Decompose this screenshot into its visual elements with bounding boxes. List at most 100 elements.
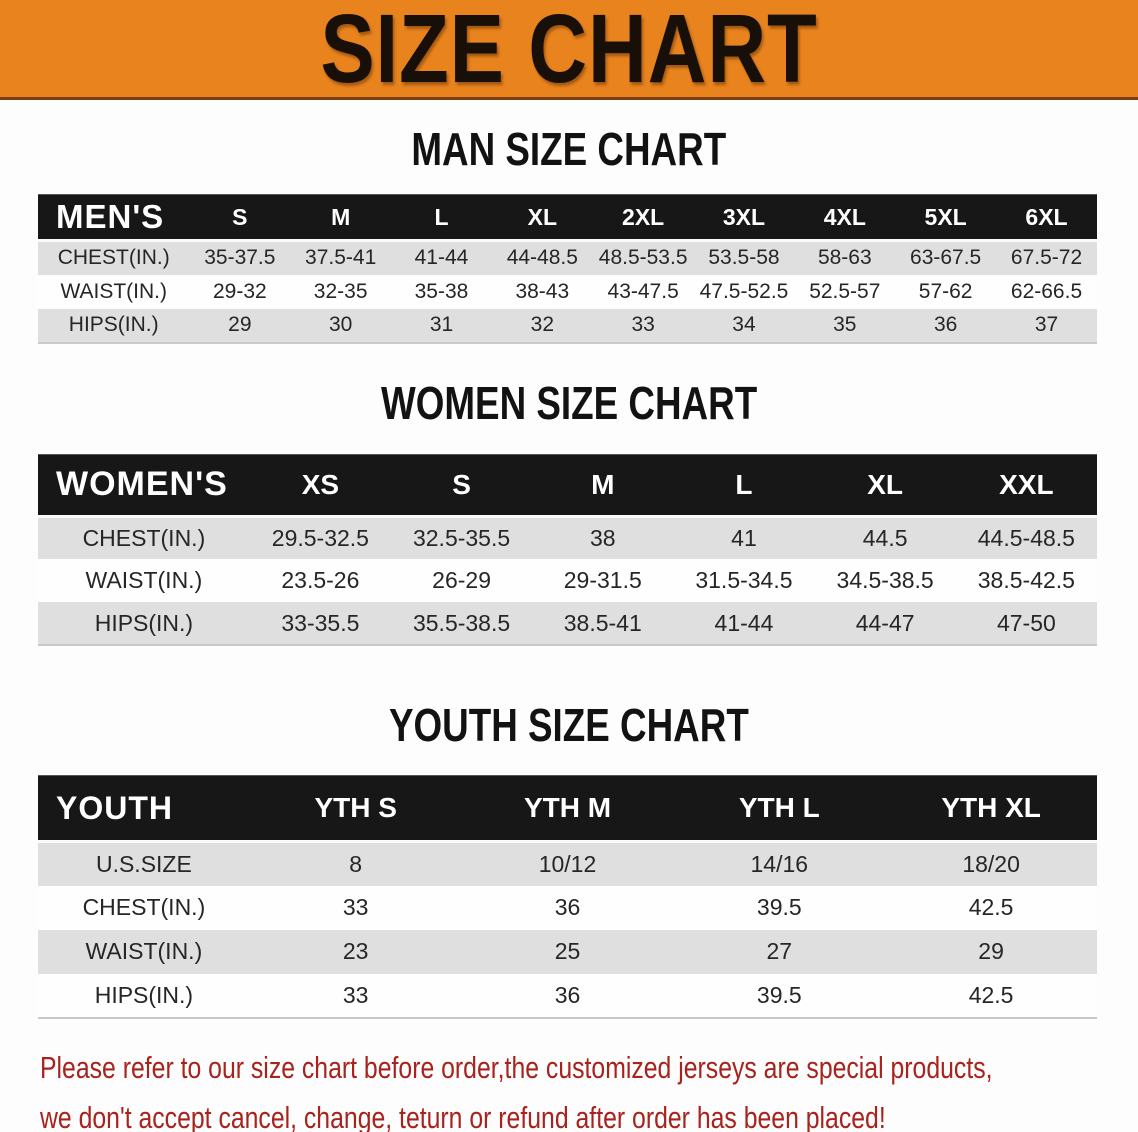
size-value-cell: 47.5-52.5	[699, 279, 789, 303]
measurement-label: WAIST(IN.)	[60, 279, 167, 303]
measurement-label: HIPS(IN.)	[68, 313, 159, 336]
size-value-cell: 43-47.5	[607, 279, 679, 303]
size-value-cell: 10/12	[538, 850, 597, 877]
measurement-row: CHEST(IN.) 33 36 39.5 42.5	[38, 885, 1097, 930]
size-column-header: YTH M	[461, 775, 674, 843]
size-value-cell: 44-48.5	[506, 246, 578, 270]
size-column-header: YTH S	[249, 775, 462, 843]
banner: SIZE CHART	[0, 0, 1138, 100]
size-column-header: L	[673, 453, 815, 518]
size-column-header: 3XL	[693, 194, 795, 242]
measurement-row: HIPS(IN.) 33-35.5 35.5-38.5 38.5-41 41-44 44-…	[38, 602, 1097, 645]
size-value-cell: 58-63	[817, 246, 872, 270]
size-value-cell: 35.5-38.5	[412, 609, 511, 636]
size-column-header: M	[532, 453, 674, 518]
men-section-heading-text: MAN SIZE CHART	[411, 123, 727, 175]
size-column-header: XS	[249, 453, 391, 518]
size-value-cell: 34	[732, 313, 756, 336]
size-value-cell: 62-66.5	[1010, 279, 1083, 303]
size-column-header: S	[390, 453, 533, 518]
size-column-header: YTH L	[673, 775, 886, 843]
measurement-label: HIPS(IN.)	[94, 609, 194, 636]
measurement-label: WAIST(IN.)	[85, 938, 203, 964]
measurement-label: CHEST(IN.)	[82, 894, 206, 920]
size-value-cell: 30	[328, 313, 353, 336]
measurement-label: WAIST(IN.)	[85, 567, 203, 593]
size-value-cell: 35-37.5	[204, 246, 276, 270]
measurement-label: CHEST(IN.)	[57, 246, 170, 270]
measurement-label: U.S.SIZE	[95, 850, 192, 877]
size-value-cell: 32.5-35.5	[412, 524, 511, 551]
size-value-cell: 32-35	[313, 279, 368, 303]
measurement-row: WAIST(IN.) 29-32 32-35 35-38 38-43 43-47.5 47.…	[38, 274, 1097, 309]
size-column-header: 4XL	[794, 194, 896, 242]
size-value-cell: 29-31.5	[563, 567, 642, 593]
measurement-row: WAIST(IN.) 23 25 27 29	[38, 929, 1097, 974]
size-value-cell: 23	[342, 938, 369, 964]
size-value-cell: 14/16	[750, 850, 809, 877]
size-value-cell: 41	[731, 524, 757, 551]
size-value-cell: 39.5	[756, 894, 802, 920]
size-value-cell: 35	[833, 313, 857, 336]
size-value-cell: 38.5-41	[563, 609, 642, 636]
size-value-cell: 26-29	[432, 567, 491, 593]
men-section-heading: MAN SIZE CHART	[0, 126, 1138, 172]
size-value-cell: 32	[530, 313, 554, 336]
measurement-row: CHEST(IN.) 35-37.5 37.5-41 41-44 44-48.5 48.5…	[38, 240, 1097, 275]
size-value-cell: 29	[978, 938, 1004, 964]
size-value-cell: 38.5-42.5	[977, 567, 1075, 593]
size-value-cell: 33	[631, 313, 655, 336]
table-group-label: WOMEN'S	[38, 453, 250, 518]
size-column-header: YTH XL	[885, 775, 1097, 843]
size-value-cell: 31.5-34.5	[695, 567, 793, 593]
size-column-header: XL	[814, 453, 956, 518]
measurement-row: CHEST(IN.) 29.5-32.5 32.5-35.5 38 41 44.5 44.5…	[38, 516, 1097, 559]
size-column-header: XXL	[955, 453, 1097, 518]
size-value-cell: 44-47	[855, 609, 915, 636]
table-header-row: YOUTH YTH S YTH M YTH L YTH XL	[38, 775, 1097, 843]
size-column-header: M	[290, 194, 392, 242]
youth-section-heading-text: YOUTH SIZE CHART	[389, 699, 749, 751]
disclaimer-line-1: Please refer to our size chart before or…	[40, 1049, 993, 1085]
size-value-cell: 27	[766, 938, 793, 964]
measurement-row: HIPS(IN.) 33 36 39.5 42.5	[38, 973, 1097, 1018]
table-header-row: WOMEN'S XS S M L XL XXL	[38, 453, 1097, 518]
women-section-heading: WOMEN SIZE CHART	[0, 380, 1138, 426]
size-column-header: S	[189, 194, 291, 242]
table-group-label: MEN'S	[38, 194, 190, 242]
women-section-heading-text: WOMEN SIZE CHART	[380, 376, 758, 429]
size-value-cell: 57-62	[918, 279, 973, 303]
size-value-cell: 39.5	[756, 981, 802, 1008]
size-value-cell: 33-35.5	[281, 609, 360, 636]
size-value-cell: 35-38	[414, 279, 469, 303]
size-value-cell: 29	[228, 313, 252, 336]
size-value-cell: 36	[554, 981, 581, 1008]
size-value-cell: 23.5-26	[281, 567, 360, 593]
size-column-header: XL	[491, 194, 593, 242]
size-value-cell: 38	[589, 524, 616, 551]
size-value-cell: 29-32	[212, 279, 267, 303]
size-value-cell: 8	[349, 850, 363, 877]
size-value-cell: 31	[429, 313, 454, 336]
size-value-cell: 41-44	[714, 609, 774, 636]
measurement-row: U.S.SIZE 8 10/12 14/16 18/20	[38, 841, 1097, 886]
size-value-cell: 33	[342, 981, 369, 1008]
size-value-cell: 29.5-32.5	[271, 524, 369, 551]
size-value-cell: 42.5	[968, 981, 1014, 1008]
measurement-row: WAIST(IN.) 23.5-26 26-29 29-31.5 31.5-34.5 34…	[38, 559, 1097, 602]
size-value-cell: 38-43	[515, 279, 570, 303]
size-value-cell: 52.5-57	[809, 279, 881, 303]
size-column-header: 6XL	[996, 194, 1097, 242]
table-group-label: YOUTH	[38, 775, 250, 843]
size-value-cell: 47-50	[996, 609, 1056, 636]
size-value-cell: 34.5-38.5	[836, 567, 934, 593]
measurement-label: HIPS(IN.)	[94, 981, 194, 1008]
section-youth: YOUTH SIZE CHART YOUTH YTH S YTH M YTH L YTH…	[0, 702, 1138, 1019]
size-value-cell: 25	[554, 938, 581, 964]
youth-section-heading: YOUTH SIZE CHART	[0, 702, 1138, 748]
section-women: WOMEN SIZE CHART WOMEN'S XS S M L XL XXL CHEST(…	[0, 380, 1138, 646]
size-value-cell: 33	[342, 894, 369, 920]
men-size-table: MEN'S S M L XL 2XL 3XL 4XL 5XL 6XL CHEST(IN.) 35-37…	[38, 194, 1097, 344]
size-value-cell: 18/20	[962, 850, 1020, 877]
